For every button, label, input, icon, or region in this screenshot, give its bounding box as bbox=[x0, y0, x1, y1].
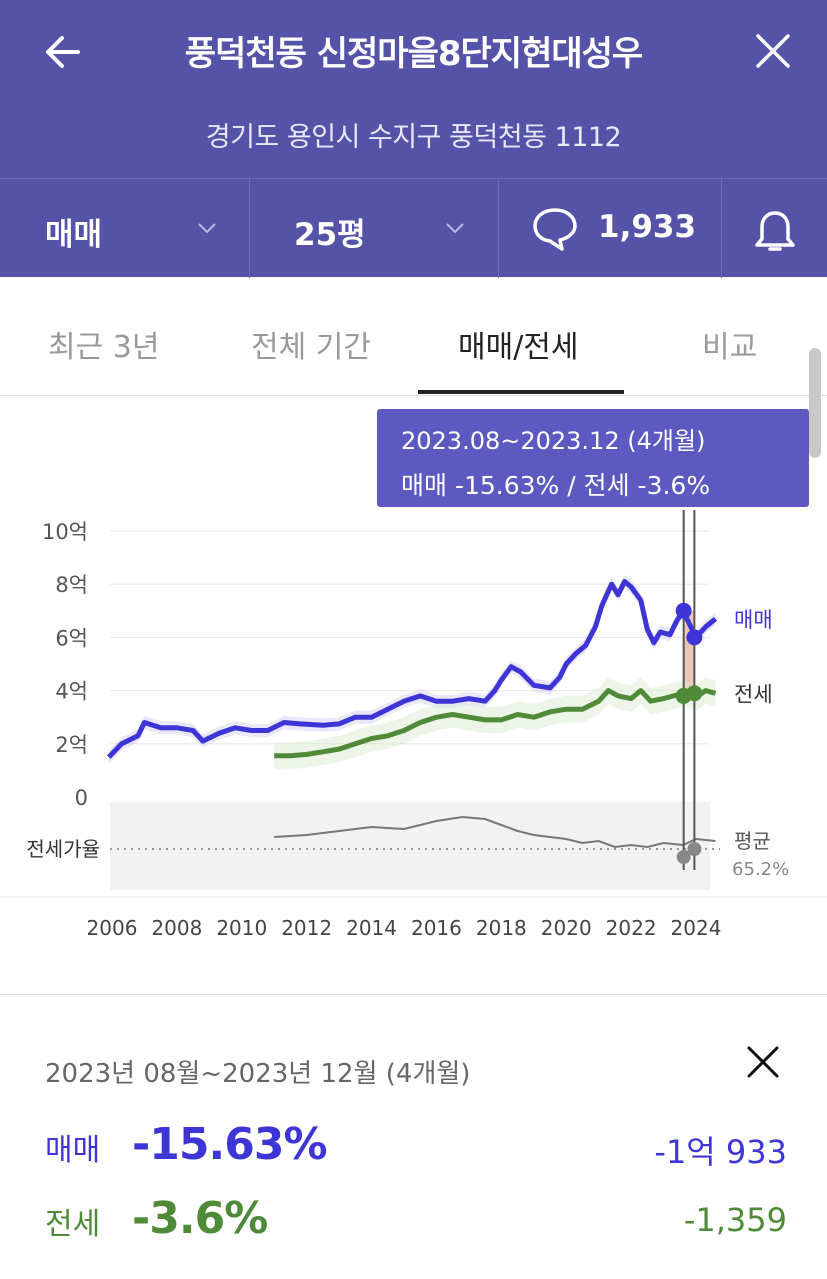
x-tick-label: 2016 bbox=[411, 916, 462, 940]
x-tick-label: 2012 bbox=[281, 916, 332, 940]
x-tick-label: 2006 bbox=[87, 916, 138, 940]
chart-tooltip: 2023.08~2023.12 (4개월) 매매 -15.63% / 전세 -3… bbox=[377, 409, 809, 507]
ratio-end-marker bbox=[687, 842, 702, 856]
jeonse-series-label: 전세 bbox=[734, 682, 773, 706]
ratio-start-marker bbox=[676, 850, 691, 864]
x-tick-label: 2020 bbox=[541, 916, 592, 940]
back-arrow-icon[interactable] bbox=[40, 28, 88, 76]
x-tick-label: 2024 bbox=[671, 916, 722, 940]
alert-button[interactable] bbox=[722, 179, 827, 278]
detail-period: 2023년 08월~2023년 12월 (4개월) bbox=[45, 1059, 471, 1089]
bell-icon bbox=[755, 211, 795, 251]
detail-panel: 2023년 08월~2023년 12월 (4개월) 매매 -15.63% -1억… bbox=[0, 994, 827, 1279]
ratio-label: 전세가율 bbox=[26, 837, 100, 861]
tab-sale-jeonse[interactable]: 매매/전세 bbox=[458, 330, 579, 365]
tab-recent-3y[interactable]: 최근 3년 bbox=[48, 330, 160, 365]
sale-series-label: 매매 bbox=[734, 608, 773, 632]
ratio-series-line bbox=[274, 815, 716, 849]
comment-count: 1,933 bbox=[598, 209, 697, 245]
sale-series-line bbox=[107, 579, 718, 759]
sale-label: 매매 bbox=[45, 1133, 101, 1168]
y-tick-label: 4억 bbox=[55, 680, 88, 704]
sale-end-marker bbox=[686, 629, 703, 646]
jeonse-range-band bbox=[274, 677, 716, 770]
address: 경기도 용인시 수지구 풍덕천동 1112 bbox=[205, 122, 622, 153]
scrollbar[interactable] bbox=[809, 348, 821, 458]
close-icon[interactable] bbox=[744, 1043, 782, 1081]
tab-all-period[interactable]: 전체 기간 bbox=[251, 330, 371, 365]
x-tick-label: 2014 bbox=[346, 916, 397, 940]
chevron-down-icon bbox=[446, 223, 464, 234]
y-tick-label: 10억 bbox=[42, 520, 88, 544]
jeonse-label: 전세 bbox=[45, 1207, 101, 1242]
jeonse-series-line bbox=[274, 688, 717, 759]
y-tick-label: 0 bbox=[75, 786, 88, 810]
active-tab-indicator bbox=[418, 390, 624, 394]
tooltip-period: 2023.08~2023.12 (4개월) bbox=[401, 427, 706, 455]
ratio-average-value: 65.2% bbox=[732, 859, 789, 880]
comment-icon bbox=[533, 208, 577, 251]
sale-change-amount: -1억 933 bbox=[654, 1133, 787, 1171]
page-title: 풍덕천동 신정마을8단지현대성우 bbox=[184, 34, 643, 74]
close-icon[interactable] bbox=[750, 28, 796, 74]
chevron-down-icon bbox=[198, 223, 216, 234]
tooltip-summary: 매매 -15.63% / 전세 -3.6% bbox=[401, 471, 711, 500]
y-tick-label: 8억 bbox=[55, 573, 88, 597]
tab-compare[interactable]: 비교 bbox=[702, 330, 758, 365]
period-tabs: 최근 3년 전체 기간 매매/전세 비교 bbox=[0, 277, 827, 396]
y-tick-label: 6억 bbox=[55, 626, 88, 650]
trade-type-select[interactable]: 매매 bbox=[0, 179, 250, 278]
area-label: 25평 bbox=[294, 217, 366, 253]
x-tick-label: 2022 bbox=[606, 916, 657, 940]
filter-bar: 매매 25평 1,933 bbox=[0, 178, 827, 278]
sale-change-pct: -15.63% bbox=[132, 1119, 328, 1170]
ratio-average-label: 평균 bbox=[734, 829, 771, 853]
jeonse-end-marker bbox=[686, 685, 703, 702]
x-tick-label: 2018 bbox=[476, 916, 527, 940]
jeonse-change-pct: -3.6% bbox=[132, 1193, 268, 1244]
jeonse-change-amount: -1,359 bbox=[683, 1201, 787, 1239]
comments-button[interactable]: 1,933 bbox=[499, 179, 722, 278]
x-tick-label: 2008 bbox=[151, 916, 202, 940]
y-tick-label: 2억 bbox=[55, 733, 88, 757]
area-select[interactable]: 25평 bbox=[250, 179, 499, 278]
highlight-band bbox=[683, 610, 695, 696]
header: 풍덕천동 신정마을8단지현대성우 경기도 용인시 수지구 풍덕천동 1112 매… bbox=[0, 0, 827, 278]
sale-start-marker bbox=[675, 602, 692, 619]
x-tick-label: 2010 bbox=[216, 916, 267, 940]
trade-type-label: 매매 bbox=[45, 217, 103, 253]
